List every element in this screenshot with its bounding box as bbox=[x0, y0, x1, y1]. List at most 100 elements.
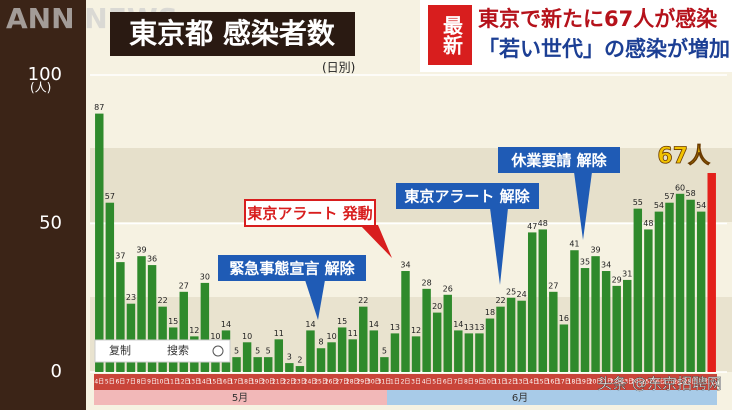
menu-item[interactable]: 复制 bbox=[109, 343, 131, 357]
bar bbox=[369, 330, 379, 372]
annotation-text: 休業要請 解除 bbox=[510, 152, 607, 170]
value-label: 54 bbox=[654, 201, 664, 210]
annotation: 休業要請 解除 bbox=[498, 147, 620, 240]
value-label: 5 bbox=[234, 347, 239, 356]
x-tick-label: 29日 bbox=[356, 379, 370, 386]
menu-item[interactable]: 搜索 bbox=[167, 343, 189, 357]
x-tick-label: 14日 bbox=[525, 379, 539, 386]
value-label: 3 bbox=[287, 353, 292, 362]
x-tick-label: 15日 bbox=[536, 379, 550, 386]
x-tick-label: 24日 bbox=[304, 379, 318, 386]
bar bbox=[306, 330, 315, 372]
x-tick-label: 4日 bbox=[94, 379, 104, 386]
x-tick-label: 12日 bbox=[177, 379, 191, 386]
subtitle: (日別) bbox=[322, 61, 355, 75]
value-label: 22 bbox=[358, 296, 368, 305]
value-label: 13 bbox=[474, 323, 484, 332]
badge: 最新 bbox=[440, 15, 464, 56]
x-tick-label: 8日 bbox=[464, 379, 474, 386]
value-label: 34 bbox=[601, 261, 611, 270]
callout bbox=[498, 147, 620, 173]
value-label: 47 bbox=[527, 222, 537, 231]
bar bbox=[422, 288, 431, 372]
bar bbox=[274, 339, 284, 372]
y-tick-label: 100 bbox=[28, 64, 62, 85]
bar bbox=[527, 232, 537, 372]
value-label: 36 bbox=[147, 255, 157, 264]
x-tick-label: 18日 bbox=[568, 379, 582, 386]
value-label: 35 bbox=[580, 258, 590, 267]
x-tick-label: 20日 bbox=[261, 379, 275, 386]
value-label: 14 bbox=[221, 320, 231, 329]
bar bbox=[696, 211, 706, 372]
bar bbox=[644, 229, 653, 372]
headline: 「若い世代」の感染が増加 bbox=[478, 37, 730, 61]
bar bbox=[380, 357, 389, 372]
pointer bbox=[574, 172, 592, 240]
value-label: 5 bbox=[266, 347, 271, 356]
annotation: 東京アラート 解除 bbox=[396, 183, 539, 285]
value-label: 54 bbox=[696, 201, 706, 210]
x-tick-label: 20日 bbox=[589, 379, 603, 386]
bar bbox=[707, 173, 716, 372]
x-tick-label: 19日 bbox=[251, 379, 265, 386]
bar bbox=[137, 256, 146, 372]
value-label: 39 bbox=[136, 246, 146, 255]
value-label: 14 bbox=[453, 320, 463, 329]
month-band bbox=[387, 390, 717, 405]
x-tick-label: 9日 bbox=[475, 379, 485, 386]
bar bbox=[633, 208, 643, 372]
bar bbox=[464, 333, 474, 372]
month-label: 5月 bbox=[232, 392, 248, 404]
value-label: 2 bbox=[297, 356, 302, 365]
bar bbox=[232, 357, 241, 372]
y-unit: (人) bbox=[30, 81, 51, 95]
bar bbox=[95, 113, 104, 373]
value-label: 18 bbox=[485, 308, 495, 317]
bar bbox=[612, 285, 621, 372]
value-label: 15 bbox=[337, 317, 347, 326]
x-tick-label: 2日 bbox=[401, 379, 411, 386]
bar bbox=[591, 256, 600, 372]
x-tick-label: 28日 bbox=[673, 379, 687, 386]
x-tick-label: 25日 bbox=[642, 379, 656, 386]
value-label: 26 bbox=[443, 284, 453, 293]
x-tick-label: 19日 bbox=[578, 379, 592, 386]
x-tick-label: 3日 bbox=[411, 379, 421, 386]
badge-box bbox=[428, 5, 472, 65]
value-label: 60 bbox=[675, 183, 685, 192]
x-tick-label: 6日 bbox=[443, 379, 453, 386]
value-label: 57 bbox=[664, 192, 674, 201]
bar bbox=[105, 202, 115, 372]
x-tick-label: 27日 bbox=[335, 379, 349, 386]
pointer bbox=[360, 225, 392, 258]
pointer bbox=[305, 280, 325, 320]
value-label: 29 bbox=[612, 275, 622, 284]
bar bbox=[570, 250, 579, 372]
value-label: 39 bbox=[590, 246, 600, 255]
bar bbox=[654, 211, 664, 372]
bar bbox=[665, 202, 674, 372]
value-label: 11 bbox=[274, 329, 284, 338]
x-tick-label: 1日 bbox=[390, 379, 400, 386]
x-tick-label: 22日 bbox=[610, 379, 624, 386]
annotation: 緊急事態宣言 解除 bbox=[218, 255, 366, 320]
value-label: 10 bbox=[210, 332, 220, 341]
x-tick-label: 17日 bbox=[230, 379, 244, 386]
value-label: 67人 bbox=[657, 144, 710, 169]
bar bbox=[411, 336, 421, 372]
x-tick-label: 21日 bbox=[599, 379, 613, 386]
bar bbox=[337, 327, 347, 372]
title-box bbox=[110, 12, 355, 56]
value-label: 25 bbox=[506, 287, 516, 296]
bar bbox=[401, 271, 410, 372]
x-tick-label: 10日 bbox=[156, 379, 170, 386]
month-band bbox=[94, 390, 387, 405]
x-tick-label: 16日 bbox=[219, 379, 233, 386]
value-label: 28 bbox=[422, 278, 432, 287]
x-tick-label: 28日 bbox=[346, 379, 360, 386]
bar bbox=[475, 333, 484, 372]
context-menu bbox=[94, 339, 231, 363]
value-label: 13 bbox=[390, 323, 400, 332]
menu-icon[interactable] bbox=[212, 345, 224, 357]
